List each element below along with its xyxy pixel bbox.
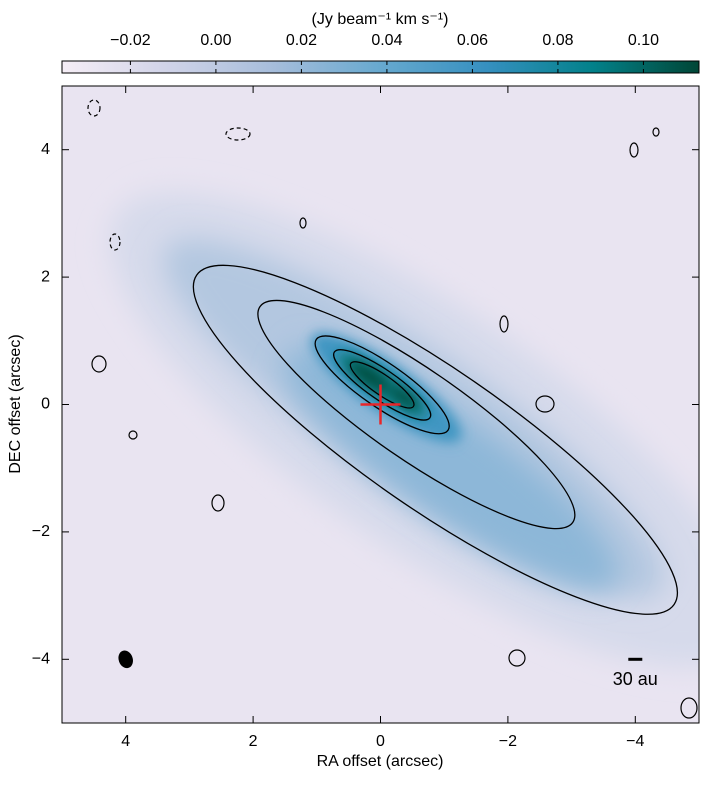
y-axis-label: DEC offset (arcsec): [7, 334, 24, 473]
colorbar-tick-label: 0.08: [542, 32, 573, 49]
x-axis-label: RA offset (arcsec): [317, 753, 444, 770]
y-tick-label: −4: [32, 651, 50, 668]
x-tick-label: −2: [499, 733, 517, 750]
x-tick-label: 0: [376, 733, 385, 750]
x-tick-label: 2: [249, 733, 258, 750]
colorbar-label: (Jy beam⁻¹ km s⁻¹): [312, 11, 449, 28]
colorbar-tick-label: 0.04: [371, 32, 402, 49]
colorbar-tick-label: −0.02: [110, 32, 151, 49]
y-tick-label: 2: [41, 268, 50, 285]
x-tick-label: −4: [626, 733, 644, 750]
colorbar-tick-label: 0.10: [628, 32, 659, 49]
x-tick-label: 4: [121, 733, 130, 750]
source-marker: [360, 384, 401, 425]
colorbar-tick-label: 0.06: [457, 32, 488, 49]
colorbar: [61, 60, 700, 74]
y-tick-label: −2: [32, 523, 50, 540]
beam: [118, 650, 133, 669]
emission-map: [62, 86, 699, 723]
y-tick-label: 0: [41, 396, 50, 413]
colorbar-tick-label: 0.02: [286, 32, 317, 49]
scale-bar-label: 30 au: [613, 669, 658, 689]
colorbar-tick-label: 0.00: [200, 32, 231, 49]
y-tick-label: 4: [41, 141, 50, 158]
